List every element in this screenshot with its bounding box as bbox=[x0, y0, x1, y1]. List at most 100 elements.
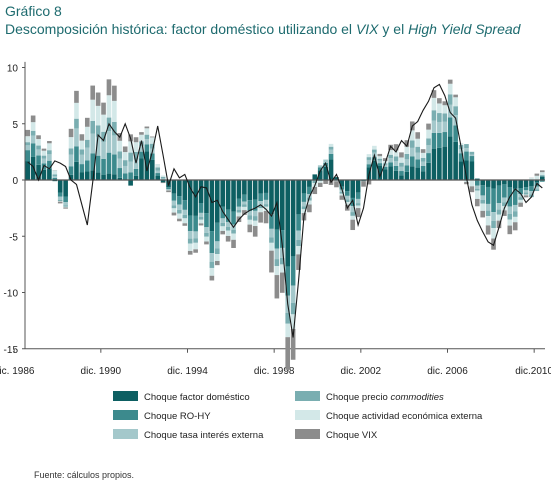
bar-segment bbox=[57, 199, 63, 202]
bar-segment bbox=[404, 146, 410, 154]
bar-segment bbox=[117, 151, 123, 159]
bar-segment bbox=[420, 149, 426, 153]
bar-segment bbox=[74, 128, 79, 147]
bar-segment bbox=[182, 180, 188, 201]
bar-segment bbox=[84, 139, 90, 148]
legend-label: Choque tasa interés externa bbox=[144, 430, 264, 441]
bar-segment bbox=[101, 131, 106, 142]
bar-segment bbox=[388, 150, 393, 155]
bar-segment bbox=[128, 141, 133, 153]
bar-segment bbox=[496, 180, 502, 186]
bar-segment bbox=[453, 97, 458, 107]
bar-segment bbox=[209, 267, 215, 276]
bar-segment bbox=[171, 200, 177, 206]
bar-segment bbox=[160, 180, 166, 183]
bar-segment bbox=[133, 151, 139, 160]
bar-segment bbox=[47, 150, 52, 155]
bar-segment bbox=[496, 209, 502, 215]
bar-segment bbox=[182, 214, 188, 219]
bar-segment bbox=[101, 174, 106, 180]
bar-segment bbox=[312, 187, 318, 195]
bar-segment bbox=[187, 180, 193, 216]
bar-segment bbox=[171, 193, 177, 201]
bar-segment bbox=[25, 161, 31, 180]
bar-segment bbox=[317, 165, 323, 168]
bar-segment bbox=[30, 130, 36, 136]
bar-segment bbox=[263, 204, 269, 207]
bar-segment bbox=[225, 226, 231, 231]
bar-segment bbox=[160, 175, 166, 177]
bar-segment bbox=[350, 212, 356, 216]
bar-segment bbox=[68, 137, 74, 149]
bar-segment bbox=[426, 123, 431, 130]
y-tick-label: 5 bbox=[12, 120, 18, 131]
bar-segment bbox=[52, 174, 58, 176]
bar-segment bbox=[247, 180, 253, 201]
bar-segment bbox=[193, 238, 198, 243]
bar-segment bbox=[139, 151, 144, 159]
bar-segment bbox=[155, 167, 161, 171]
y-tick-label: -10 bbox=[4, 289, 19, 300]
bar-segment bbox=[409, 140, 415, 148]
bar-segment bbox=[388, 166, 393, 180]
bar-segment bbox=[63, 206, 68, 208]
bar-segment bbox=[409, 156, 415, 167]
bar-segment bbox=[225, 221, 231, 227]
bar-segment bbox=[133, 159, 139, 169]
bar-segment bbox=[485, 186, 491, 204]
bar-segment bbox=[366, 157, 372, 160]
bar-segment bbox=[79, 154, 85, 165]
bar-segment bbox=[491, 220, 496, 229]
bar-segment bbox=[507, 219, 513, 226]
bar-segment bbox=[399, 166, 404, 172]
bar-segment bbox=[198, 223, 204, 226]
bar-segment bbox=[377, 165, 383, 180]
bar-segment bbox=[214, 254, 220, 262]
bar-segment bbox=[177, 180, 182, 197]
legend-swatch bbox=[113, 429, 138, 439]
y-tick-label: 10 bbox=[7, 64, 19, 75]
bar-segment bbox=[301, 206, 307, 210]
bar-segment bbox=[258, 212, 263, 223]
bar-segment bbox=[317, 170, 323, 180]
bar-segment bbox=[106, 131, 112, 153]
bar-segment bbox=[307, 204, 312, 213]
bar-segment bbox=[480, 185, 486, 196]
bar-segment bbox=[117, 168, 123, 178]
bar-segment bbox=[409, 147, 415, 157]
bar-segment bbox=[84, 171, 90, 180]
bar-segment bbox=[220, 226, 226, 231]
bar-segment bbox=[415, 146, 421, 153]
bar-segment bbox=[344, 195, 350, 200]
bar-segment bbox=[301, 209, 307, 214]
bar-segment bbox=[258, 208, 263, 213]
bar-segment bbox=[399, 157, 404, 163]
bar-segment bbox=[393, 150, 399, 157]
bar-segment bbox=[426, 145, 431, 154]
bar-segment bbox=[426, 129, 431, 139]
bar-segment bbox=[52, 177, 58, 180]
bar-segment bbox=[269, 242, 274, 251]
bar-segment bbox=[350, 206, 356, 213]
bar-segment bbox=[420, 171, 426, 180]
bar-segment bbox=[198, 203, 204, 213]
bar-segment bbox=[122, 152, 128, 161]
bar-segment bbox=[128, 172, 133, 180]
bar-segment bbox=[355, 208, 361, 218]
bar-segment bbox=[442, 105, 448, 114]
bar-segment bbox=[366, 159, 372, 165]
bar-segment bbox=[393, 160, 399, 166]
bar-segment bbox=[399, 152, 404, 158]
bar-segment bbox=[534, 189, 540, 192]
bar-segment bbox=[529, 177, 534, 180]
bar-segment bbox=[144, 139, 150, 145]
bar-segment bbox=[388, 154, 393, 159]
bar-segment bbox=[458, 148, 464, 154]
bar-segment bbox=[95, 92, 101, 106]
x-tick-label: dic. 1994 bbox=[167, 366, 208, 377]
bar-segment bbox=[242, 206, 247, 211]
bar-segment bbox=[290, 328, 296, 360]
bar-segment bbox=[95, 105, 101, 126]
bar-segment bbox=[106, 79, 112, 96]
bar-segment bbox=[317, 182, 323, 187]
